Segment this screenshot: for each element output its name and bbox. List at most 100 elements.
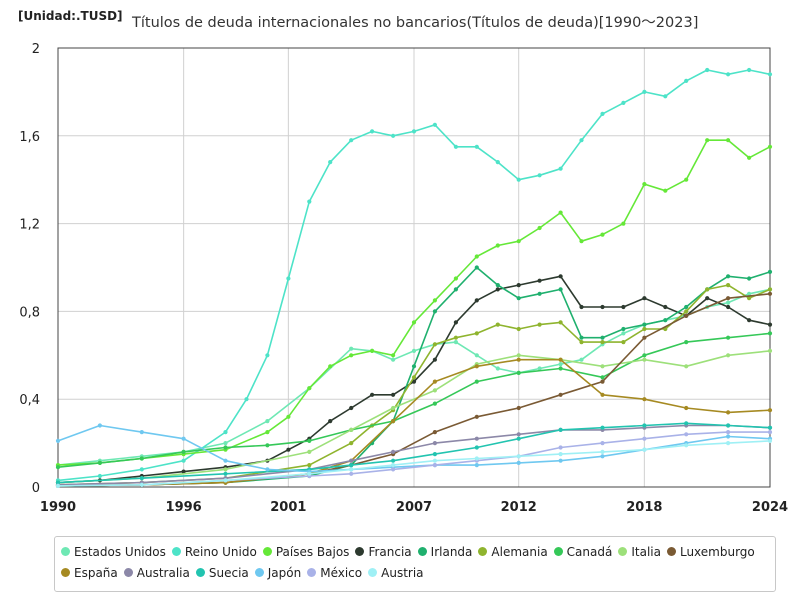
data-point xyxy=(370,392,375,397)
data-point xyxy=(579,335,584,340)
data-point xyxy=(767,438,773,443)
data-point xyxy=(391,449,396,454)
data-point xyxy=(474,456,479,461)
legend-item[interactable]: Australia xyxy=(123,562,190,583)
data-point xyxy=(558,357,563,362)
data-point xyxy=(767,287,773,292)
legend-swatch xyxy=(553,547,563,556)
data-point xyxy=(265,430,270,435)
data-point xyxy=(600,441,605,446)
data-point xyxy=(621,221,626,226)
data-point xyxy=(495,366,500,371)
data-point xyxy=(223,445,228,450)
data-point xyxy=(349,138,354,143)
data-point xyxy=(474,463,479,468)
data-point xyxy=(328,364,333,369)
legend-item[interactable]: Italia xyxy=(618,541,661,562)
legend-item[interactable]: Países Bajos xyxy=(262,541,349,562)
data-point xyxy=(516,357,521,362)
data-point xyxy=(537,366,542,371)
data-point xyxy=(767,425,773,430)
data-point xyxy=(767,144,773,149)
data-point xyxy=(516,405,521,411)
data-point xyxy=(600,335,605,340)
data-point xyxy=(558,274,563,279)
x-tick-label: 2012 xyxy=(501,500,537,515)
data-point xyxy=(558,287,563,292)
data-point xyxy=(181,469,186,474)
data-point xyxy=(432,458,437,463)
data-point xyxy=(726,353,731,358)
data-point xyxy=(432,122,437,127)
data-point xyxy=(307,449,312,454)
data-point xyxy=(432,463,437,468)
data-point xyxy=(684,443,689,448)
data-point xyxy=(684,405,689,411)
data-point xyxy=(432,430,437,435)
data-point xyxy=(705,67,710,73)
data-point xyxy=(55,480,61,485)
data-point xyxy=(642,326,647,332)
legend-label: España xyxy=(74,565,118,580)
data-point xyxy=(97,423,102,428)
series-14 xyxy=(55,438,773,488)
data-point xyxy=(642,296,647,301)
data-point xyxy=(726,300,731,305)
data-point xyxy=(516,370,521,375)
data-point xyxy=(726,72,731,77)
data-point xyxy=(726,434,731,439)
data-point xyxy=(432,309,437,314)
data-point xyxy=(537,322,542,327)
data-point xyxy=(307,386,312,391)
data-point xyxy=(684,313,689,318)
data-point xyxy=(495,243,500,248)
x-tick-label: 2001 xyxy=(270,500,306,515)
legend-item[interactable]: Suecia xyxy=(195,562,249,583)
data-point xyxy=(307,463,312,468)
data-point xyxy=(642,357,647,362)
legend-item[interactable]: Reino Unido xyxy=(171,541,257,562)
legend-label: Luxemburgo xyxy=(679,544,755,559)
data-point xyxy=(223,430,228,435)
legend-item[interactable]: España xyxy=(61,562,118,583)
data-point xyxy=(453,276,458,281)
data-point xyxy=(621,331,626,336)
legend-label: Austria xyxy=(381,565,424,580)
data-point xyxy=(621,326,626,332)
data-point xyxy=(537,173,542,178)
legend-item[interactable]: Japón xyxy=(254,562,301,583)
data-point xyxy=(767,408,773,413)
data-point xyxy=(726,283,731,288)
legend-item[interactable]: Canadá xyxy=(553,541,612,562)
legend-label: Australia xyxy=(136,565,190,580)
data-point xyxy=(391,133,396,138)
data-point xyxy=(223,471,228,476)
data-point xyxy=(391,405,396,411)
legend-item[interactable]: Luxemburgo xyxy=(666,541,755,562)
data-point xyxy=(516,239,521,244)
legend-item[interactable]: Estados Unidos xyxy=(61,541,166,562)
data-point xyxy=(767,72,773,77)
data-point xyxy=(349,353,354,358)
data-point xyxy=(453,144,458,149)
data-point xyxy=(600,425,605,430)
data-point xyxy=(474,144,479,149)
data-point xyxy=(432,342,437,347)
legend-item[interactable]: Austria xyxy=(368,562,424,583)
legend-item[interactable]: Francia xyxy=(355,541,412,562)
data-point xyxy=(600,111,605,116)
data-point xyxy=(349,467,354,472)
data-point xyxy=(516,177,521,182)
data-point xyxy=(747,67,752,73)
data-point xyxy=(600,375,605,380)
data-point xyxy=(97,473,102,479)
legend-item[interactable]: Alemania xyxy=(478,541,548,562)
data-point xyxy=(181,436,186,441)
legend-item[interactable]: México xyxy=(307,562,362,583)
legend-item[interactable]: Irlanda xyxy=(417,541,472,562)
data-point xyxy=(516,432,521,437)
data-point xyxy=(474,254,479,259)
data-point xyxy=(391,392,396,397)
data-point xyxy=(516,454,521,459)
data-point xyxy=(684,78,689,83)
